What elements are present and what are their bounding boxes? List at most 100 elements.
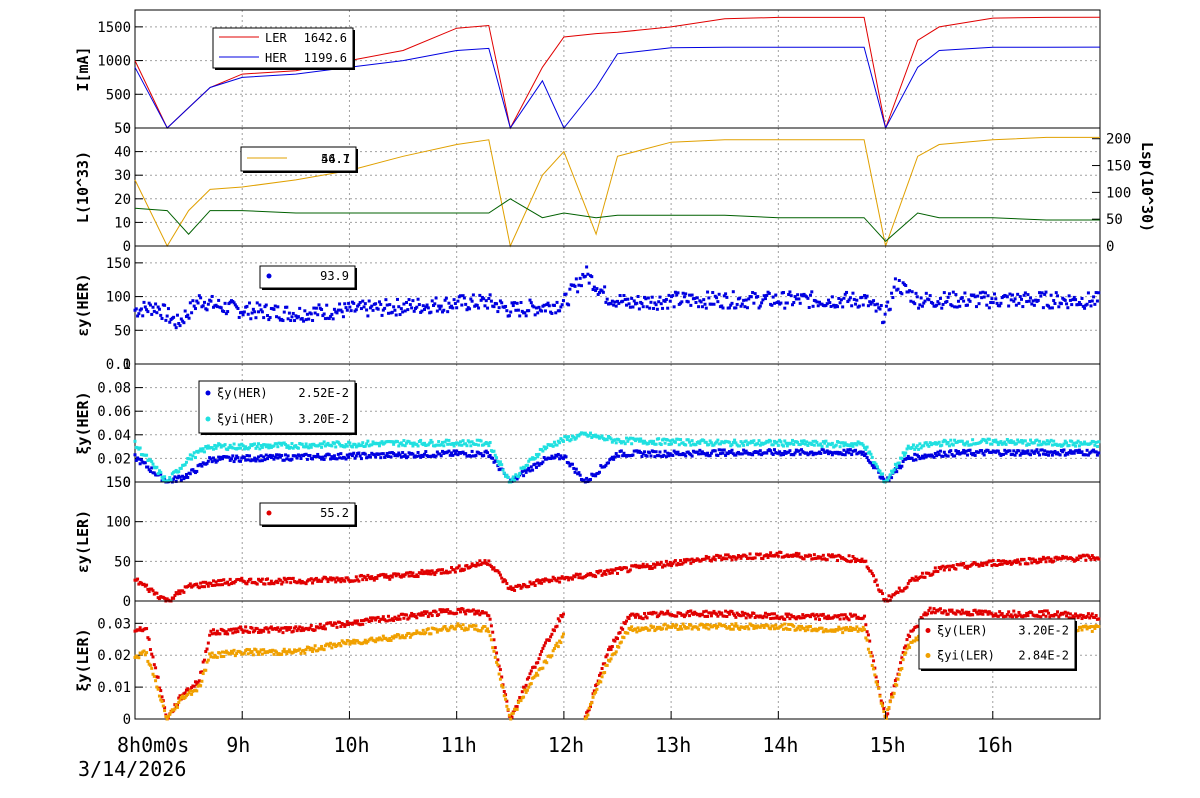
data-point — [168, 320, 172, 324]
data-point — [462, 610, 466, 614]
data-point — [649, 439, 653, 443]
data-point — [163, 596, 167, 600]
data-point — [286, 626, 290, 630]
data-point — [403, 453, 407, 457]
data-point — [1086, 291, 1090, 295]
data-point — [541, 460, 545, 464]
data-point — [201, 672, 205, 676]
data-point — [652, 625, 656, 629]
data-point — [617, 645, 621, 649]
data-point — [352, 621, 356, 625]
data-point — [1017, 301, 1021, 305]
data-point — [739, 556, 743, 560]
data-point — [893, 679, 897, 683]
data-point — [666, 306, 670, 310]
data-point — [273, 304, 277, 308]
data-point — [309, 577, 313, 581]
data-point — [522, 474, 526, 478]
data-point — [596, 682, 600, 686]
data-point — [523, 469, 527, 473]
data-point — [614, 567, 618, 571]
data-point — [688, 614, 692, 618]
data-point — [552, 629, 556, 633]
data-point — [677, 562, 681, 566]
data-point — [300, 442, 304, 446]
data-point — [392, 619, 396, 623]
data-point — [289, 626, 293, 630]
data-point — [515, 301, 519, 305]
data-point — [733, 438, 737, 442]
data-point — [434, 454, 438, 458]
data-point — [479, 439, 483, 443]
data-point — [634, 615, 638, 619]
data-point — [695, 450, 699, 454]
data-point — [790, 303, 794, 307]
data-point — [239, 578, 243, 582]
data-point — [532, 305, 536, 309]
data-point — [1088, 299, 1092, 303]
data-point — [915, 444, 919, 448]
data-point — [895, 683, 899, 687]
data-point — [740, 610, 744, 614]
data-point — [1029, 296, 1033, 300]
data-point — [996, 449, 1000, 453]
data-point — [280, 453, 284, 457]
data-point — [524, 314, 528, 318]
data-point — [628, 436, 632, 440]
data-point — [938, 567, 942, 571]
data-point — [361, 441, 365, 445]
data-point — [366, 314, 370, 318]
data-point — [1007, 610, 1011, 614]
data-point — [677, 443, 681, 447]
data-point — [587, 433, 591, 437]
data-point — [1038, 610, 1042, 614]
data-point — [827, 614, 831, 618]
data-point — [137, 628, 141, 632]
data-point — [134, 307, 138, 311]
data-point — [206, 302, 210, 306]
data-point — [965, 303, 969, 307]
data-point — [188, 472, 192, 476]
data-point — [413, 632, 417, 636]
y-tick-label: 150 — [106, 475, 131, 491]
data-point — [739, 614, 743, 618]
data-point — [300, 626, 304, 630]
data-point — [394, 635, 398, 639]
data-point — [1025, 300, 1029, 304]
data-point — [484, 299, 488, 303]
data-point — [509, 717, 513, 721]
data-point — [945, 300, 949, 304]
data-point — [742, 448, 746, 452]
data-point — [482, 454, 486, 458]
data-point — [630, 625, 634, 629]
data-point — [725, 614, 729, 618]
data-point — [653, 301, 657, 305]
data-point — [842, 444, 846, 448]
series-line-0 — [134, 136, 1100, 248]
data-point — [432, 571, 436, 575]
data-point — [536, 311, 540, 315]
data-point — [1044, 614, 1048, 618]
data-point — [504, 304, 508, 308]
data-point — [748, 552, 752, 556]
data-point — [613, 639, 617, 643]
data-point — [295, 629, 299, 633]
data-point — [516, 308, 520, 312]
data-point — [231, 651, 235, 655]
data-point — [854, 560, 858, 564]
data-point — [814, 627, 818, 631]
data-point — [713, 449, 717, 453]
data-point — [471, 623, 475, 627]
data-point — [507, 314, 511, 318]
data-point — [377, 619, 381, 623]
data-point — [174, 703, 178, 707]
data-point — [758, 443, 762, 447]
data-point — [438, 568, 442, 572]
data-point — [752, 626, 756, 630]
data-point — [882, 320, 886, 324]
data-point — [1041, 306, 1045, 310]
data-point — [1068, 449, 1072, 453]
data-point — [673, 625, 677, 629]
data-point — [868, 651, 872, 655]
